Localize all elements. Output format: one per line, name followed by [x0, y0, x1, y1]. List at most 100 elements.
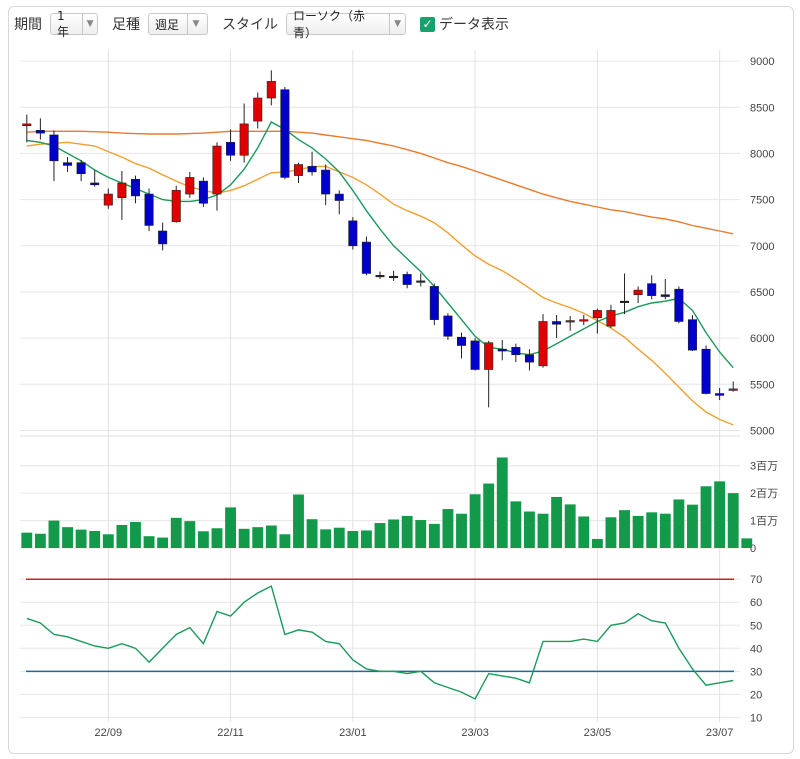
- rsi-line: [26, 585, 734, 700]
- rsi-tick-label: 40: [750, 643, 762, 655]
- price-tick-label: 7000: [750, 241, 774, 253]
- data-display-checkbox[interactable]: ✓: [420, 16, 435, 32]
- volume-bar: [184, 521, 196, 548]
- down-candle: [497, 348, 507, 352]
- price-tick-label: 6000: [750, 333, 774, 345]
- rsi-tick-label: 60: [750, 597, 762, 609]
- down-candle: [198, 180, 208, 204]
- price-tick-label: 9000: [750, 56, 774, 68]
- down-candle: [470, 340, 480, 370]
- price-tick-label: 6500: [750, 287, 774, 299]
- down-candle: [49, 134, 59, 162]
- period-select[interactable]: 1年 ▼: [50, 9, 98, 39]
- down-candle: [280, 89, 290, 178]
- volume-bar: [456, 513, 467, 548]
- period-value: 1年: [57, 8, 70, 39]
- chart-toolbar: 期間 1年 ▼ 足種 週足 ▼ スタイル ローソク（赤青） ▼ ✓ データ表示: [14, 9, 509, 41]
- price-tick-label: 8500: [750, 102, 774, 114]
- down-candle: [321, 169, 331, 195]
- up-candle: [416, 280, 426, 283]
- down-candle: [443, 315, 453, 337]
- volume-bar: [646, 512, 658, 548]
- volume-bar: [578, 516, 590, 548]
- period-label: 期間: [14, 17, 42, 33]
- up-candle: [253, 97, 263, 122]
- down-candle: [647, 283, 657, 296]
- volume-tick-label: 2百万: [750, 488, 778, 500]
- volume-bar: [130, 521, 141, 548]
- style-label: スタイル: [222, 17, 278, 33]
- volume-bar: [659, 513, 671, 548]
- volume-bar: [605, 517, 617, 548]
- x-tick-label: 23/07: [706, 727, 734, 739]
- rsi-tick-label: 50: [750, 620, 762, 632]
- up-candle: [728, 388, 738, 391]
- volume-bar: [306, 519, 318, 548]
- down-candle: [90, 182, 100, 186]
- down-candle: [334, 193, 344, 201]
- up-candle: [484, 342, 494, 370]
- x-tick-label: 23/05: [584, 727, 612, 739]
- volume-bar: [279, 534, 291, 548]
- price-tick-label: 7500: [750, 195, 774, 207]
- up-candle: [375, 275, 385, 278]
- volume-bar: [510, 501, 522, 548]
- down-candle: [348, 220, 358, 247]
- long-moving-average-line: [26, 130, 734, 235]
- up-candle: [103, 193, 113, 206]
- up-candle: [565, 320, 575, 323]
- rsi-tick-label: 20: [750, 689, 762, 701]
- style-value: ローソク（赤青）: [293, 9, 366, 40]
- down-candle: [144, 193, 154, 226]
- volume-bar: [673, 499, 685, 548]
- down-candle: [226, 142, 236, 156]
- volume-tick-label: 1百万: [750, 516, 778, 528]
- style-select[interactable]: ローソク（赤青） ▼: [286, 9, 406, 40]
- up-candle: [266, 81, 276, 99]
- x-tick-label: 22/09: [95, 727, 123, 739]
- volume-bar: [442, 509, 454, 548]
- mid-moving-average-line: [26, 141, 734, 426]
- down-candle: [674, 288, 684, 322]
- volume-bar: [116, 524, 128, 548]
- volume-bar: [374, 523, 386, 548]
- volume-bar: [551, 496, 563, 548]
- rsi-tick-label: 30: [750, 666, 762, 678]
- volume-bar: [388, 519, 400, 548]
- volume-bar: [564, 504, 576, 548]
- volume-bar: [619, 510, 630, 548]
- bar-type-select[interactable]: 週足 ▼: [148, 13, 208, 35]
- volume-bar: [524, 511, 535, 548]
- down-candle: [524, 354, 534, 363]
- down-candle: [660, 294, 670, 297]
- down-candle: [361, 241, 371, 274]
- volume-bar: [238, 528, 250, 548]
- volume-bar: [632, 515, 644, 548]
- chevron-down-icon: ▼: [389, 14, 405, 34]
- volume-bar: [347, 530, 359, 548]
- chevron-down-icon: ▼: [82, 14, 97, 34]
- up-candle: [606, 310, 616, 327]
- volume-bar: [75, 529, 87, 548]
- down-candle: [130, 178, 140, 197]
- chevron-down-icon: ▼: [187, 14, 204, 34]
- down-candle: [35, 130, 45, 134]
- volume-bar: [700, 486, 712, 548]
- data-display-label: データ表示: [439, 17, 509, 33]
- volume-bar: [89, 530, 101, 548]
- x-tick-label: 23/03: [461, 727, 489, 739]
- down-candle: [715, 393, 725, 396]
- short-moving-average-line: [26, 121, 734, 369]
- volume-bar: [401, 515, 413, 548]
- up-candle: [592, 310, 602, 319]
- up-candle: [171, 190, 181, 223]
- volume-bar: [483, 483, 495, 548]
- volume-bar: [252, 527, 264, 548]
- volume-tick-label: 3百万: [750, 461, 778, 473]
- volume-bar: [428, 523, 440, 548]
- chart-panel: [8, 6, 794, 754]
- volume-bar: [197, 531, 209, 548]
- down-candle: [687, 319, 697, 351]
- down-candle: [307, 166, 317, 173]
